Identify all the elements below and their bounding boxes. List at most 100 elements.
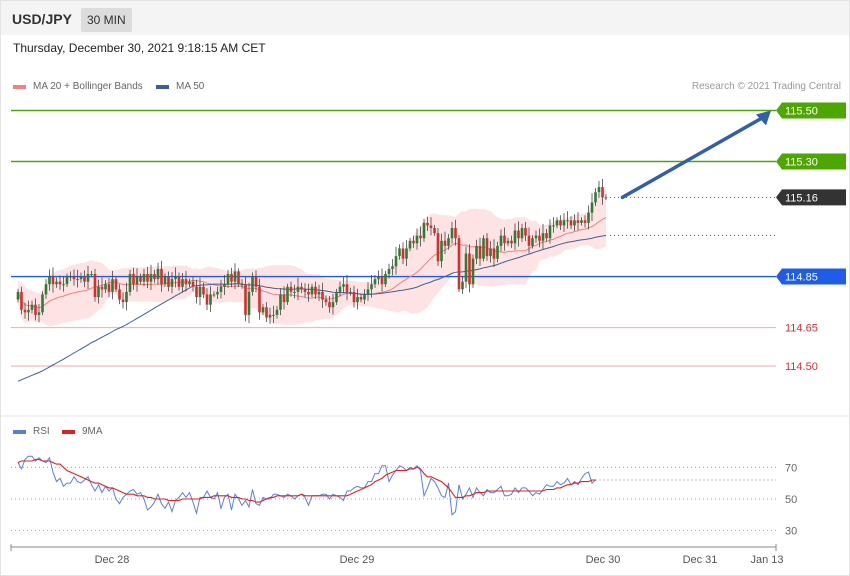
level-tag-114-85: 114.85: [776, 268, 846, 285]
candle-body: [307, 291, 310, 295]
candle: [370, 275, 373, 298]
candle-body: [450, 228, 454, 239]
candle: [440, 233, 443, 268]
candle: [513, 223, 517, 250]
candle-body: [142, 274, 146, 282]
candle: [142, 268, 146, 287]
candle-body: [90, 274, 93, 275]
chart-datetime: Thursday, December 30, 2021 9:18:15 AM C…: [13, 41, 266, 55]
candle-body: [541, 233, 545, 241]
candle: [34, 298, 37, 321]
candle-body: [293, 291, 296, 293]
candle: [153, 269, 156, 283]
candle: [258, 278, 261, 320]
candle: [125, 282, 128, 311]
candle: [531, 235, 534, 249]
candle-body: [258, 286, 261, 313]
candle: [555, 217, 559, 229]
candle: [76, 269, 79, 288]
candle: [471, 254, 475, 288]
candle: [405, 240, 408, 267]
candle-body: [202, 286, 205, 295]
candle-body: [121, 299, 125, 303]
candle-body: [296, 286, 300, 292]
candle: [604, 194, 608, 201]
x-tick-label: Dec 28: [95, 554, 130, 566]
candle: [100, 277, 104, 298]
candle: [464, 246, 468, 289]
candle-body: [72, 276, 76, 280]
candle: [62, 276, 65, 292]
candle: [391, 259, 394, 276]
candle: [132, 267, 135, 290]
candle-body: [76, 279, 79, 281]
candle-body: [177, 276, 181, 287]
candle: [422, 218, 426, 242]
candle-body: [55, 281, 58, 285]
candle: [209, 286, 212, 313]
candle: [205, 288, 209, 311]
candle-body: [128, 274, 132, 292]
candle: [499, 229, 503, 252]
candle-body: [503, 235, 506, 244]
candle: [349, 287, 352, 296]
candle: [510, 235, 513, 248]
candle-body: [443, 240, 447, 246]
candle: [363, 289, 366, 305]
candle-body: [104, 284, 107, 290]
candle: [58, 275, 62, 290]
candle-body: [335, 291, 338, 303]
candle-body: [268, 314, 272, 318]
candle-body: [510, 240, 513, 244]
candle-body: [492, 248, 496, 259]
candle: [240, 279, 244, 289]
candle: [394, 246, 398, 275]
candle-body: [100, 286, 104, 290]
candle-body: [314, 286, 317, 295]
candle: [139, 273, 142, 285]
legend-9ma-label: 9MA: [82, 426, 103, 437]
candle-body: [408, 240, 412, 249]
interval-button[interactable]: 30 MIN: [81, 8, 132, 32]
candle: [296, 277, 300, 301]
rsi-panel: 30 50 70: [11, 455, 797, 538]
candle: [198, 277, 202, 306]
candle: [219, 279, 223, 299]
candle-body: [279, 294, 282, 310]
candle-body: [471, 258, 475, 285]
rsi-line: [17, 455, 596, 516]
candle: [345, 275, 349, 301]
candle: [457, 235, 461, 293]
candle: [121, 292, 125, 309]
level-tag-114-65: 114.65: [785, 323, 818, 335]
candle-body: [324, 299, 328, 303]
candle-body: [345, 284, 349, 292]
candle: [272, 305, 275, 324]
candle-body: [342, 284, 345, 287]
candle: [541, 223, 545, 250]
candle: [426, 216, 429, 231]
candle: [65, 273, 69, 287]
candle: [111, 270, 114, 300]
candle-body: [132, 274, 135, 285]
bollinger-bands: [18, 188, 606, 327]
candle-body: [349, 291, 352, 293]
x-tick-label: Jan 13: [750, 554, 783, 566]
candle-body: [163, 276, 167, 285]
candle: [384, 270, 387, 287]
candle: [261, 304, 265, 316]
candle-body: [573, 220, 576, 226]
candle-body: [513, 230, 517, 244]
candle-body: [419, 235, 422, 239]
candle-body: [275, 309, 279, 315]
candle-body: [356, 297, 359, 303]
candle-body: [387, 268, 391, 274]
candle-body: [261, 307, 265, 313]
candle-body: [114, 279, 118, 290]
bollinger-band-area: [18, 188, 606, 327]
candle-body: [300, 286, 303, 290]
candle-body: [272, 314, 275, 316]
candle: [181, 272, 184, 293]
candle-body: [48, 276, 51, 285]
candle-body: [51, 276, 55, 285]
